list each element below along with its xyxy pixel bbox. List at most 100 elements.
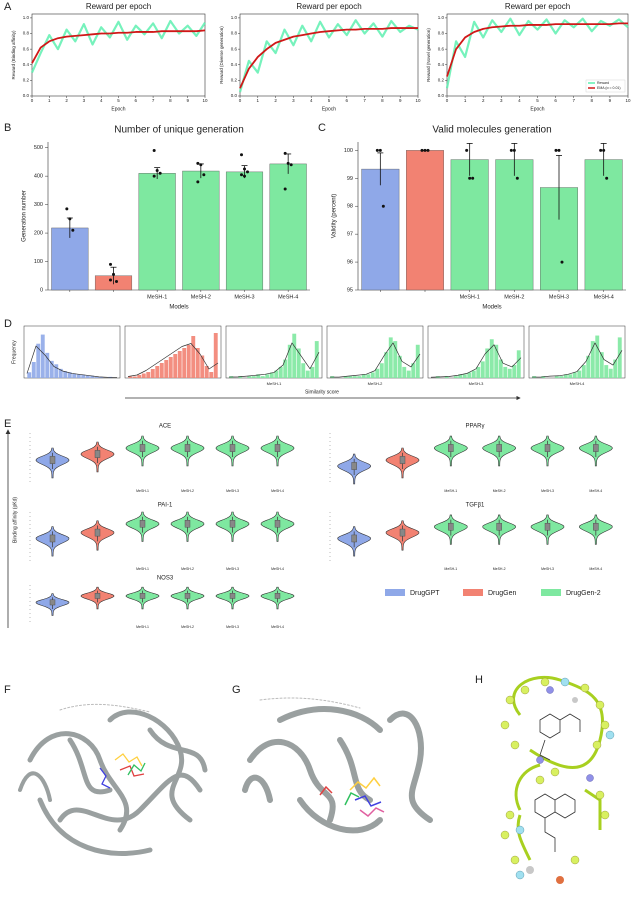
x-tick-label: 5 (536, 98, 539, 103)
histogram-bar (453, 376, 458, 378)
data-point (112, 272, 115, 276)
bar (584, 159, 623, 291)
histogram-bar (31, 362, 36, 378)
data-point (289, 163, 293, 167)
histogram-bar (49, 360, 54, 378)
data-point (512, 148, 516, 152)
y-tick-label: 0.2 (231, 78, 238, 83)
violin-box (544, 522, 551, 531)
data-point (240, 173, 243, 177)
histogram-bar (247, 376, 252, 378)
plot-frame (23, 325, 121, 379)
x-tick-label: MeSH-4 (589, 567, 602, 571)
y-tick-label: 500 (34, 145, 43, 151)
x-axis-label: Similarity score (305, 389, 339, 395)
data-point (423, 148, 427, 152)
panel-label: MeSH-1 (267, 381, 282, 386)
x-tick-label: MeSH-1 (460, 294, 480, 300)
x-axis-label: Models (169, 305, 188, 311)
histogram-bar (559, 376, 564, 378)
panel-letter: H (475, 674, 483, 686)
data-point (283, 151, 287, 155)
histogram-bar (397, 355, 402, 378)
histogram-bar (40, 334, 45, 378)
data-point (202, 173, 206, 177)
y-tick-label: 0.6 (231, 46, 238, 51)
histogram-bar (63, 371, 68, 378)
x-tick-label: 9 (609, 98, 612, 103)
x-tick-label: 10 (202, 98, 208, 103)
x-tick-label: MeSH-2 (181, 567, 194, 571)
histogram-bar (90, 375, 95, 378)
x-axis-label: Epoch (322, 106, 336, 112)
y-tick-label: 0.0 (438, 93, 445, 98)
plot-title: NOS3 (157, 576, 174, 582)
data-point (468, 176, 472, 180)
histogram-bar (375, 368, 380, 378)
x-tick-label: MeSH-3 (226, 489, 239, 493)
histogram-bar (388, 337, 393, 378)
bar (450, 159, 489, 291)
histogram-bar (343, 376, 348, 378)
data-point (243, 174, 246, 178)
y-tick-label: 0 (40, 287, 43, 293)
violin-box (139, 520, 146, 528)
x-tick-label: 3 (500, 98, 503, 103)
histogram-bar (572, 372, 577, 378)
data-point (65, 207, 69, 211)
histogram-bar (58, 368, 63, 378)
x-tick-label: MeSH-3 (234, 294, 254, 300)
bar (182, 170, 220, 291)
histogram-bar (554, 376, 559, 378)
x-tick-label: 4 (518, 98, 521, 103)
histogram-bar (608, 368, 613, 378)
histogram-bar (310, 366, 315, 378)
histogram-bar (81, 374, 86, 378)
plot-frame (124, 325, 222, 379)
y-axis-label: Frequency (11, 340, 17, 364)
violin-box (139, 593, 146, 599)
violin-box (496, 522, 502, 531)
histogram-bar (590, 341, 595, 378)
histogram-bar (292, 333, 297, 378)
y-tick-label: 0.2 (23, 78, 30, 83)
histogram-bar (370, 372, 375, 378)
data-point (554, 148, 558, 152)
violin-box (49, 534, 56, 543)
bar (361, 168, 400, 291)
x-tick-label: 4 (310, 98, 313, 103)
violin-box (593, 522, 599, 531)
x-axis-label: Models (482, 305, 501, 311)
histogram-bar (595, 335, 600, 378)
y-tick-label: 0.8 (23, 31, 30, 36)
data-point (515, 176, 519, 180)
bar (138, 173, 176, 291)
x-tick-label: MeSH-2 (181, 625, 194, 629)
y-tick-label: 97 (347, 232, 353, 238)
x-tick-label: 2 (482, 98, 485, 103)
histogram-bar (209, 372, 214, 378)
y-axis-label: Validity (percent) (332, 194, 338, 239)
violin-box (351, 534, 357, 543)
histogram-bar (164, 360, 169, 378)
data-point (560, 260, 564, 264)
histogram-bar (348, 376, 353, 378)
histogram-bar (462, 374, 467, 378)
histogram-bar (444, 376, 449, 378)
histogram-bar (200, 355, 205, 378)
histogram-bar (132, 376, 137, 378)
histogram-bar (467, 372, 472, 378)
histogram-bar (195, 348, 200, 378)
kde-line (127, 343, 219, 377)
x-tick-label: 0 (31, 98, 34, 103)
protein-structure-f (18, 703, 208, 856)
histogram-bar (204, 366, 209, 378)
y-tick-label: 0.0 (231, 93, 238, 98)
y-tick-label: 0.8 (438, 31, 445, 36)
ema-line (446, 22, 628, 77)
legend-label: EMA (α = 0.01) (597, 86, 621, 90)
data-point (109, 262, 112, 266)
x-tick-label: 8 (381, 98, 384, 103)
